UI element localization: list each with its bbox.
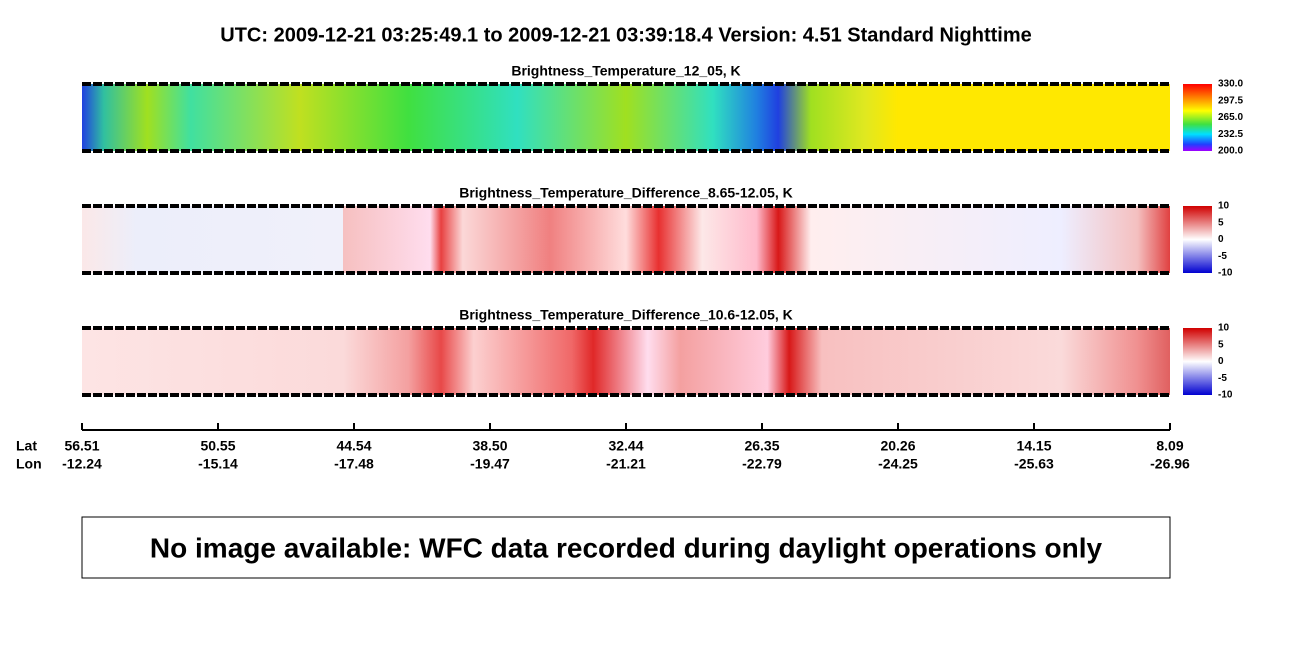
note: No image available: WFC data recorded du… — [150, 532, 1103, 563]
title: UTC: 2009-12-21 03:25:49.1 to 2009-12-21… — [220, 24, 1031, 46]
lon-tick-label: -21.21 — [606, 456, 646, 472]
colorbar-label: -10 — [1218, 268, 1233, 279]
lon-tick-label: -17.48 — [334, 456, 374, 472]
colorbar-label: 232.5 — [1218, 129, 1243, 140]
lat-tick-label: 26.35 — [744, 438, 779, 454]
lon-tick-label: -19.47 — [470, 456, 510, 472]
colorbar-label: 5 — [1218, 339, 1224, 350]
lat-tick-label: 56.51 — [64, 438, 99, 454]
lon-tick-label: -22.79 — [742, 456, 782, 472]
note-box — [81, 516, 1171, 579]
lat-tick-label: 38.50 — [472, 438, 507, 454]
lat-tick-label: 32.44 — [608, 438, 643, 454]
lat-label: Lat — [16, 438, 37, 454]
colorbar — [1183, 206, 1212, 273]
lat-tick-label: 44.54 — [336, 438, 371, 454]
image-strip — [82, 206, 1170, 273]
lon-tick-label: -25.63 — [1014, 456, 1054, 472]
panel-title: Brightness_Temperature_Difference_8.65-1… — [459, 185, 793, 201]
colorbar-label: -5 — [1218, 251, 1227, 262]
colorbar-label: -5 — [1218, 373, 1227, 384]
image-strip — [82, 328, 1170, 395]
lat-tick-label: 8.09 — [1156, 438, 1183, 454]
panel-title: Brightness_Temperature_Difference_10.6-1… — [459, 307, 793, 323]
colorbar-label: 297.5 — [1218, 95, 1243, 106]
colorbar-label: 330.0 — [1218, 79, 1243, 90]
colorbar-label: 0 — [1218, 356, 1224, 367]
lon-label: Lon — [16, 456, 42, 472]
colorbar-label: 10 — [1218, 323, 1230, 334]
colorbar — [1183, 328, 1212, 395]
lon-tick-label: -26.96 — [1150, 456, 1190, 472]
lon-tick-label: -12.24 — [62, 456, 102, 472]
lat-tick-label: 20.26 — [880, 438, 915, 454]
lat-tick-label: 14.15 — [1016, 438, 1051, 454]
colorbar — [1183, 84, 1212, 151]
image-strip — [82, 84, 1170, 151]
colorbar-label: 200.0 — [1218, 146, 1243, 157]
colorbar-label: 0 — [1218, 234, 1224, 245]
colorbar-label: 5 — [1218, 217, 1224, 228]
panel-title: Brightness_Temperature_12_05, K — [511, 63, 740, 79]
colorbar-label: 265.0 — [1218, 112, 1243, 123]
lon-tick-label: -24.25 — [878, 456, 918, 472]
colorbar-label: 10 — [1218, 201, 1230, 212]
colorbar-label: -10 — [1218, 390, 1233, 401]
lon-tick-label: -15.14 — [198, 456, 238, 472]
lat-tick-label: 50.55 — [200, 438, 235, 454]
